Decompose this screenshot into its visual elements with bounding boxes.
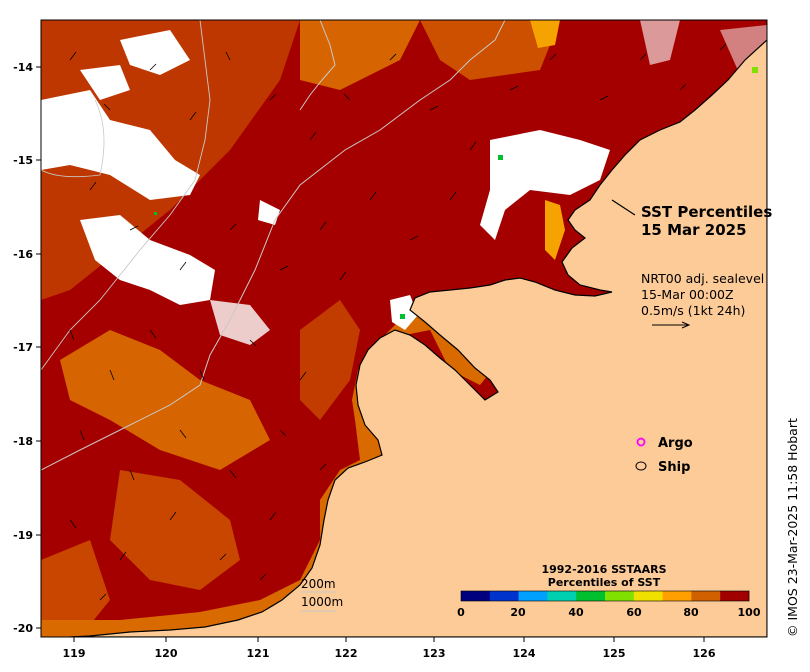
lat-tick-labels: -14 -15 -16 -17 -18 -19 -20: [13, 61, 33, 635]
lat-tick-label: -17: [13, 341, 33, 354]
colorbar-tick: 0: [457, 606, 465, 619]
lat-tick-label: -16: [13, 248, 33, 261]
colorbar-title-2: Percentiles of SST: [548, 576, 661, 589]
map-title: SST Percentiles 15 Mar 2025: [611, 199, 772, 239]
colorbar-frame: [460, 590, 750, 602]
lat-tick-label: -20: [13, 622, 33, 635]
lon-tick-label: 125: [603, 647, 626, 660]
current-info-line-3: 0.5m/s (1kt 24h): [641, 303, 745, 318]
colorbar-tick: 100: [738, 606, 761, 619]
bathymetry-contours: [41, 20, 506, 471]
land-australia: [69, 39, 767, 637]
no-data-cloud: [41, 20, 767, 345]
current-info-line-1: NRT00 adj. sealevel: [641, 271, 764, 286]
colorbar-swatch: [605, 591, 635, 601]
colorbar-swatch: [489, 591, 519, 601]
lon-tick-label: 124: [513, 647, 536, 660]
lat-tick-label: -15: [13, 154, 33, 167]
colorbar-swatch: [633, 591, 663, 601]
current-info-line-2: 15-Mar 00:00Z: [641, 287, 734, 302]
lon-tick-label: 122: [335, 647, 358, 660]
colorbar-tick: 60: [626, 606, 642, 619]
colorbar-swatch: [576, 591, 606, 601]
axis-ticks: [36, 66, 705, 642]
colorbar-swatch: [662, 591, 692, 601]
title-line-1: SST Percentiles: [641, 203, 772, 221]
colorbar: 1992-2016 SSTAARS Percentiles of SST 0 2…: [457, 563, 761, 619]
credit-text: © IMOS 23-Mar-2025 11:58 Hobart: [785, 418, 800, 637]
colorbar-swatches: [461, 591, 750, 601]
lon-tick-label: 121: [247, 647, 270, 660]
lat-tick-label: -14: [13, 61, 33, 74]
contour-label-200: 200m: [301, 577, 336, 591]
argo-label: Argo: [658, 436, 693, 451]
symbol-legend: Argo Ship: [635, 436, 693, 475]
colorbar-tick: 20: [510, 606, 526, 619]
ship-marker: [635, 461, 647, 471]
ship-label: Ship: [658, 460, 690, 475]
high-anomaly-spots: [154, 67, 758, 319]
scale-arrow-head: [681, 321, 691, 329]
plot-frame: [40, 19, 768, 638]
colorbar-swatch: [547, 591, 577, 601]
lat-tick-label: -18: [13, 435, 33, 448]
lon-tick-label: 120: [155, 647, 178, 660]
title-line-2: 15 Mar 2025: [641, 221, 747, 239]
lat-tick-label: -19: [13, 529, 33, 542]
lon-tick-label: 119: [63, 647, 86, 660]
title-pointer: [611, 199, 636, 216]
colorbar-tick: 80: [683, 606, 699, 619]
argo-marker: [636, 437, 646, 447]
lon-tick-label: 123: [423, 647, 446, 660]
current-vectors: [69, 43, 727, 601]
lon-tick-labels: 119 120 121 122 123 124 125 126: [63, 647, 716, 660]
colorbar-title-1: 1992-2016 SSTAARS: [541, 563, 666, 576]
colorbar-swatch: [461, 591, 491, 601]
colorbar-swatch: [691, 591, 721, 601]
contour-label-1000: 1000m: [301, 595, 343, 609]
contour-legend: 200m 1000m: [301, 577, 343, 612]
colorbar-swatch: [518, 591, 548, 601]
colorbar-tick: 40: [568, 606, 584, 619]
lon-tick-label: 126: [693, 647, 716, 660]
colorbar-swatch: [720, 591, 750, 601]
current-info: NRT00 adj. sealevel 15-Mar 00:00Z 0.5m/s…: [641, 271, 764, 329]
